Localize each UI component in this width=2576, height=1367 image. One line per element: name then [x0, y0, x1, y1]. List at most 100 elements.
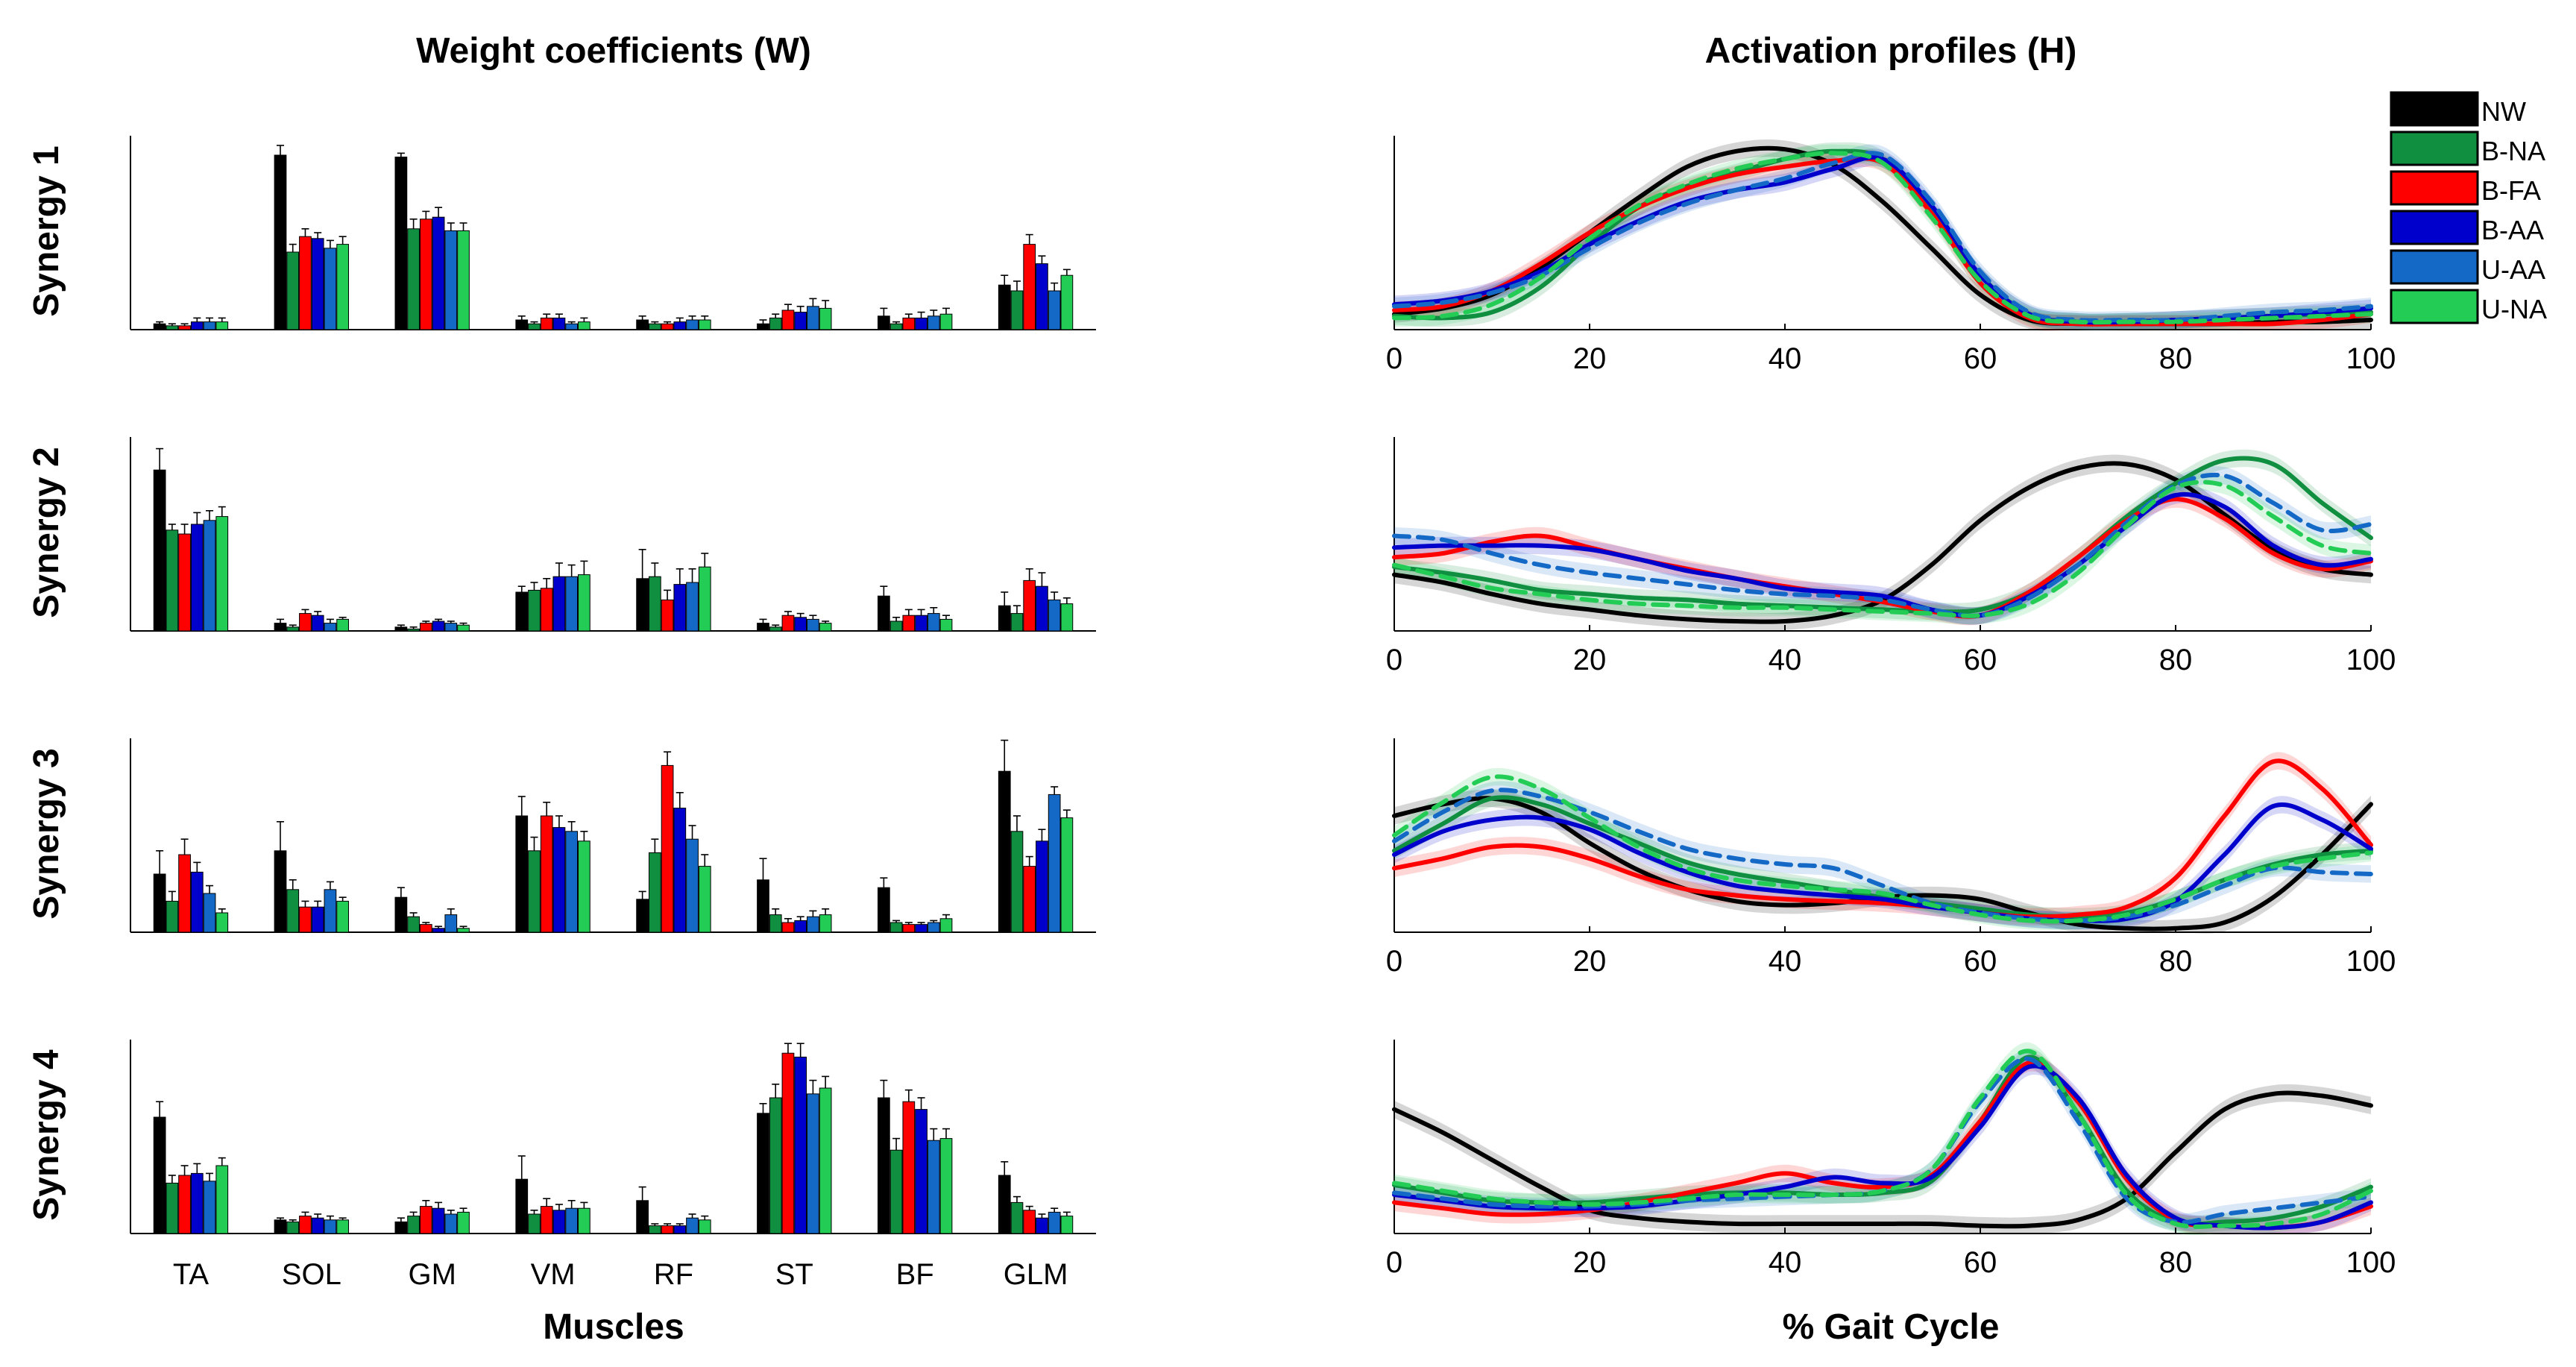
bar-sol-u-aa	[324, 248, 337, 330]
bar-glm-b-na	[1010, 1201, 1024, 1234]
bar-glm-b-aa	[1036, 585, 1048, 632]
bar-sol-u-na	[336, 618, 349, 632]
band-b-fa	[1394, 752, 2371, 926]
bar-sol-u-na	[336, 1219, 349, 1234]
bar-glm-b-aa	[1036, 840, 1048, 933]
bar-rf-u-aa	[686, 319, 699, 330]
bar-glm-u-aa	[1048, 290, 1061, 330]
band-b-aa	[1394, 148, 2371, 330]
bar-vm-nw	[515, 591, 529, 632]
bar-sol-u-aa	[324, 623, 337, 632]
bar-glm-b-fa	[1023, 244, 1036, 330]
bar-rf-b-aa	[673, 1225, 687, 1234]
bar-glm-u-aa	[1048, 794, 1061, 933]
band-u-na	[1394, 144, 2371, 330]
bar-st-nw	[757, 323, 769, 330]
bar-rf-u-na	[698, 1219, 711, 1234]
line-u-na	[1392, 151, 2373, 325]
x-tick-label-40: 40	[1769, 342, 1802, 375]
bar-ta-b-fa	[178, 854, 191, 933]
x-tick-label-100: 100	[2346, 644, 2396, 676]
bar-sol-nw	[274, 154, 287, 330]
bar-st-b-na	[769, 626, 782, 632]
line-panel-1: 0 20 40 60 80 100	[1386, 136, 2396, 375]
x-tick-label-80: 80	[2159, 342, 2193, 375]
bar-gm-b-aa	[432, 1207, 445, 1234]
line-u-aa	[1392, 788, 2373, 923]
bar-gm-u-na	[457, 928, 470, 933]
bar-bf-nw	[878, 887, 890, 933]
bar-st-b-fa	[781, 309, 795, 330]
bar-vm-b-na	[528, 1213, 541, 1234]
legend-swatch-b-na	[2390, 131, 2479, 166]
bar-sol-b-na	[286, 889, 300, 933]
bar-rf-b-fa	[661, 599, 674, 632]
line-panel-2: 0 20 40 60 80 100	[1386, 437, 2396, 676]
bar-ta-nw	[153, 323, 166, 330]
left-title: Weight coefficients (W)	[416, 31, 811, 71]
bar-vm-b-aa	[552, 827, 566, 933]
bar-bf-b-na	[889, 323, 903, 330]
bar-sol-b-na	[286, 626, 300, 632]
bar-bf-b-fa	[902, 317, 916, 330]
bar-rf-b-na	[648, 576, 661, 632]
bar-sol-u-na	[336, 900, 349, 933]
line-nw	[1392, 1090, 2373, 1229]
x-tick-label-40: 40	[1769, 1246, 1802, 1279]
bar-glm-nw	[998, 1175, 1011, 1234]
bar-bf-b-aa	[915, 924, 928, 933]
bar-bf-b-aa	[915, 615, 928, 632]
bar-sol-u-aa	[324, 1219, 337, 1234]
bar-charts: TA SOL GM VM RF ST BF GLM	[130, 136, 1096, 1291]
legend-label-b-fa: B-FA	[2481, 175, 2541, 206]
bar-glm-b-aa	[1036, 1217, 1048, 1234]
bar-sol-b-na	[286, 251, 300, 330]
line-b-na	[1392, 148, 2373, 325]
bar-sol-b-fa	[299, 906, 312, 933]
bar-bf-u-na	[939, 1138, 953, 1234]
bar-bf-b-na	[889, 620, 903, 632]
bar-ta-b-na	[166, 1182, 179, 1234]
bar-gm-u-aa	[444, 1213, 458, 1234]
bar-vm-nw	[515, 1178, 529, 1234]
line-panel-3: 0 20 40 60 80 100	[1386, 738, 2396, 978]
muscle-tick-label-ta: TA	[173, 1258, 209, 1291]
bar-bf-u-na	[939, 313, 953, 330]
line-b-aa	[1392, 802, 2373, 923]
bar-bf-u-aa	[927, 613, 940, 632]
line-u-na	[1392, 774, 2373, 924]
bar-gm-u-na	[457, 230, 470, 330]
x-tick-label-0: 0	[1386, 945, 1402, 978]
bar-st-b-na	[769, 1097, 782, 1234]
band-b-fa	[1394, 149, 2371, 331]
legend-swatch-nw	[2390, 91, 2479, 127]
muscle-tick-label-rf: RF	[654, 1258, 693, 1291]
bar-vm-b-aa	[552, 317, 566, 330]
bar-gm-b-na	[407, 916, 420, 933]
bar-glm-u-na	[1060, 817, 1074, 933]
bar-glm-u-aa	[1048, 599, 1061, 632]
bar-rf-u-na	[698, 866, 711, 933]
bar-bf-u-aa	[927, 315, 940, 330]
bar-ta-u-aa	[203, 520, 216, 632]
bar-ta-nw	[153, 1116, 166, 1234]
x-tick-label-80: 80	[2159, 1246, 2193, 1279]
x-tick-label-60: 60	[1964, 1246, 1997, 1279]
bar-vm-u-aa	[565, 576, 579, 632]
bar-ta-b-aa	[190, 1172, 204, 1234]
bar-gm-b-fa	[419, 1206, 432, 1234]
bar-glm-u-na	[1060, 274, 1074, 330]
bar-sol-nw	[274, 623, 287, 632]
bar-st-nw	[757, 879, 769, 933]
bar-glm-b-fa	[1023, 1210, 1036, 1234]
bar-ta-nw	[153, 469, 166, 632]
bar-sol-b-aa	[311, 615, 324, 632]
bar-vm-u-na	[578, 574, 591, 632]
bar-bf-b-na	[889, 1149, 903, 1234]
bar-vm-nw	[515, 815, 529, 933]
bar-bf-b-aa	[915, 1109, 928, 1234]
bar-gm-b-aa	[432, 928, 445, 933]
bar-vm-u-aa	[565, 1207, 579, 1234]
bar-vm-u-na	[578, 840, 591, 933]
